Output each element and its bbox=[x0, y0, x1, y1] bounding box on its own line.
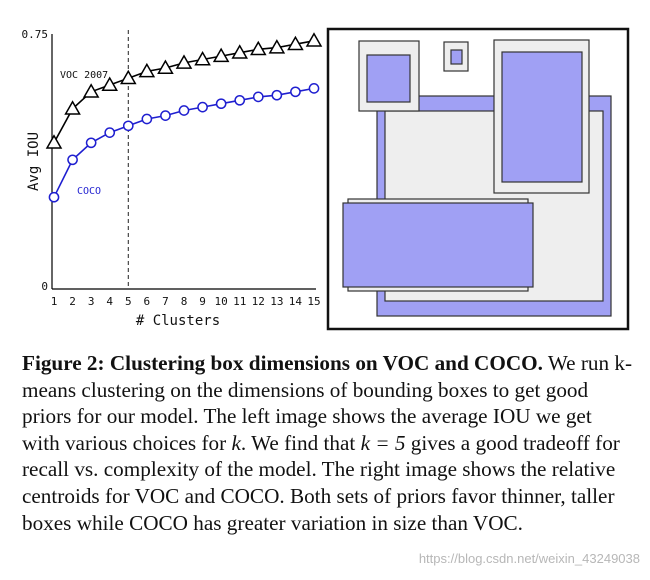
coco-point-marker bbox=[122, 120, 134, 132]
x-tick-label: 11 bbox=[233, 295, 246, 308]
caption-body-2: . We find that bbox=[240, 430, 356, 455]
x-tick-label: 13 bbox=[270, 295, 283, 308]
voc-point-marker bbox=[287, 35, 304, 51]
coco-point-marker bbox=[104, 127, 116, 138]
coco-point-marker bbox=[67, 154, 78, 166]
coco-point-marker bbox=[271, 89, 283, 101]
coco-point-marker bbox=[85, 137, 97, 149]
coco-point-marker bbox=[141, 113, 153, 125]
caption-title: Clustering box dimensions on VOC and COC… bbox=[109, 351, 543, 375]
x-tick-label: 12 bbox=[252, 295, 265, 308]
coco-point-marker bbox=[215, 98, 227, 110]
figure-caption: Figure 2: Clustering box dimensions on V… bbox=[22, 350, 634, 536]
coco-point-marker bbox=[48, 191, 60, 203]
coco-point-marker bbox=[290, 86, 301, 98]
x-tick-label: 1 bbox=[51, 295, 58, 308]
voc-point-marker bbox=[194, 50, 211, 66]
coco-centroid-wide bbox=[342, 202, 534, 288]
voc-point-marker bbox=[305, 32, 323, 47]
y-tick-label: 0.75 bbox=[22, 28, 49, 41]
voc-point-marker bbox=[138, 62, 156, 78]
voc-point-marker bbox=[64, 100, 81, 115]
x-tick-label: 9 bbox=[199, 295, 206, 308]
iou-line-chart: 1 2 3 4 5 6 7 8 9 10 11 12 13 14 150.750# ClustersAvg … bbox=[22, 28, 323, 329]
voc-point-marker bbox=[249, 40, 267, 56]
voc-point-marker bbox=[119, 69, 137, 85]
caption-k-symbol: k bbox=[231, 430, 241, 455]
coco-centroid-tiny bbox=[450, 49, 463, 65]
series-label-voc: VOC 2007 bbox=[60, 70, 108, 81]
coco-centroid-small-square bbox=[366, 54, 411, 103]
caption-body-1: We run k-means clustering on the dimensi… bbox=[22, 351, 633, 455]
voc-point-marker bbox=[157, 59, 174, 74]
voc-point-marker bbox=[231, 44, 249, 59]
coco-point-marker bbox=[160, 110, 171, 121]
voc-point-marker bbox=[45, 134, 63, 149]
coco-point-marker bbox=[308, 83, 320, 94]
x-axis-label: # Clusters bbox=[136, 313, 220, 329]
caption-body-3: gives a good tradeoff for recall vs. com… bbox=[22, 430, 620, 535]
y-axis-label: Avg IOU bbox=[26, 132, 42, 191]
voc-point-marker bbox=[268, 39, 286, 54]
x-tick-label: 2 bbox=[69, 295, 76, 308]
x-tick-label: 6 bbox=[144, 295, 151, 308]
coco-point-marker bbox=[178, 105, 190, 116]
x-tick-label: 10 bbox=[215, 295, 228, 308]
coco-point-marker bbox=[197, 101, 208, 113]
x-tick-label: 8 bbox=[181, 295, 188, 308]
x-tick-label: 14 bbox=[289, 295, 303, 308]
watermark: https://blog.csdn.net/weixin_43249038 bbox=[418, 551, 640, 566]
caption-k-equation: k = 5 bbox=[360, 430, 406, 455]
x-tick-label: 7 bbox=[162, 295, 169, 308]
centroid-boxes-panel bbox=[326, 27, 630, 331]
voc-point-marker bbox=[212, 47, 230, 63]
x-tick-label: 15 bbox=[307, 295, 320, 308]
coco-point-marker bbox=[234, 94, 246, 106]
voc-point-marker bbox=[82, 83, 100, 98]
voc-point-marker bbox=[175, 54, 193, 69]
figure-area: 1 2 3 4 5 6 7 8 9 10 11 12 13 14 15 0.75 0 # Clusters Avg … bbox=[22, 27, 630, 331]
x-tick-label: 4 bbox=[106, 295, 113, 308]
x-tick-label: 3 bbox=[88, 295, 95, 308]
coco-point-marker bbox=[252, 91, 264, 103]
caption-label: Figure 2: bbox=[22, 351, 105, 375]
series-label-coco: COCO bbox=[77, 186, 101, 197]
voc-point-marker bbox=[101, 76, 119, 91]
x-tick-label: 5 bbox=[125, 295, 132, 308]
coco-centroid-tall bbox=[501, 51, 583, 183]
y-tick-label: 0 bbox=[41, 280, 48, 293]
